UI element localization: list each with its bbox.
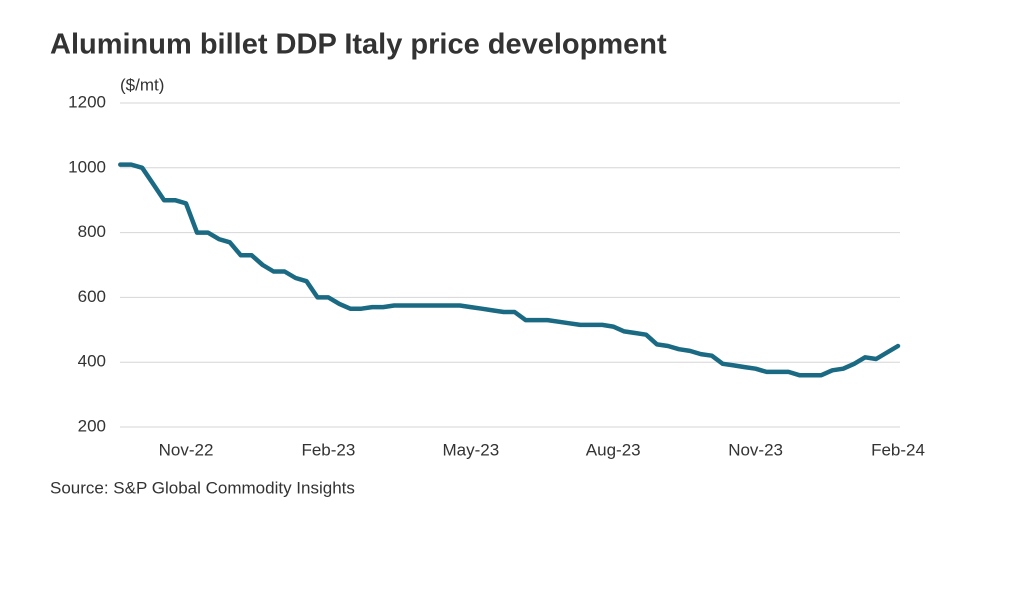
source: Source: S&P Global Commodity Insights (50, 478, 355, 497)
y-tick-label: 1200 (68, 92, 106, 111)
x-tick-label: Feb-23 (301, 440, 355, 459)
x-tick-label: May-23 (442, 440, 499, 459)
x-tick-label: Nov-23 (728, 440, 783, 459)
unit-label: ($/mt) (120, 75, 164, 94)
chart-title: Aluminum billet DDP Italy price developm… (50, 29, 667, 61)
x-tick-label: Nov-22 (159, 440, 214, 459)
x-tick-label: Aug-23 (586, 440, 641, 459)
price-line (118, 162, 901, 378)
y-tick-label: 600 (78, 287, 106, 306)
y-tick-label: 1000 (68, 157, 106, 176)
y-tick-label: 400 (78, 352, 106, 371)
y-tick-label: 800 (78, 222, 106, 241)
x-tick-label: Feb-24 (871, 440, 925, 459)
y-tick-label: 200 (78, 416, 106, 435)
